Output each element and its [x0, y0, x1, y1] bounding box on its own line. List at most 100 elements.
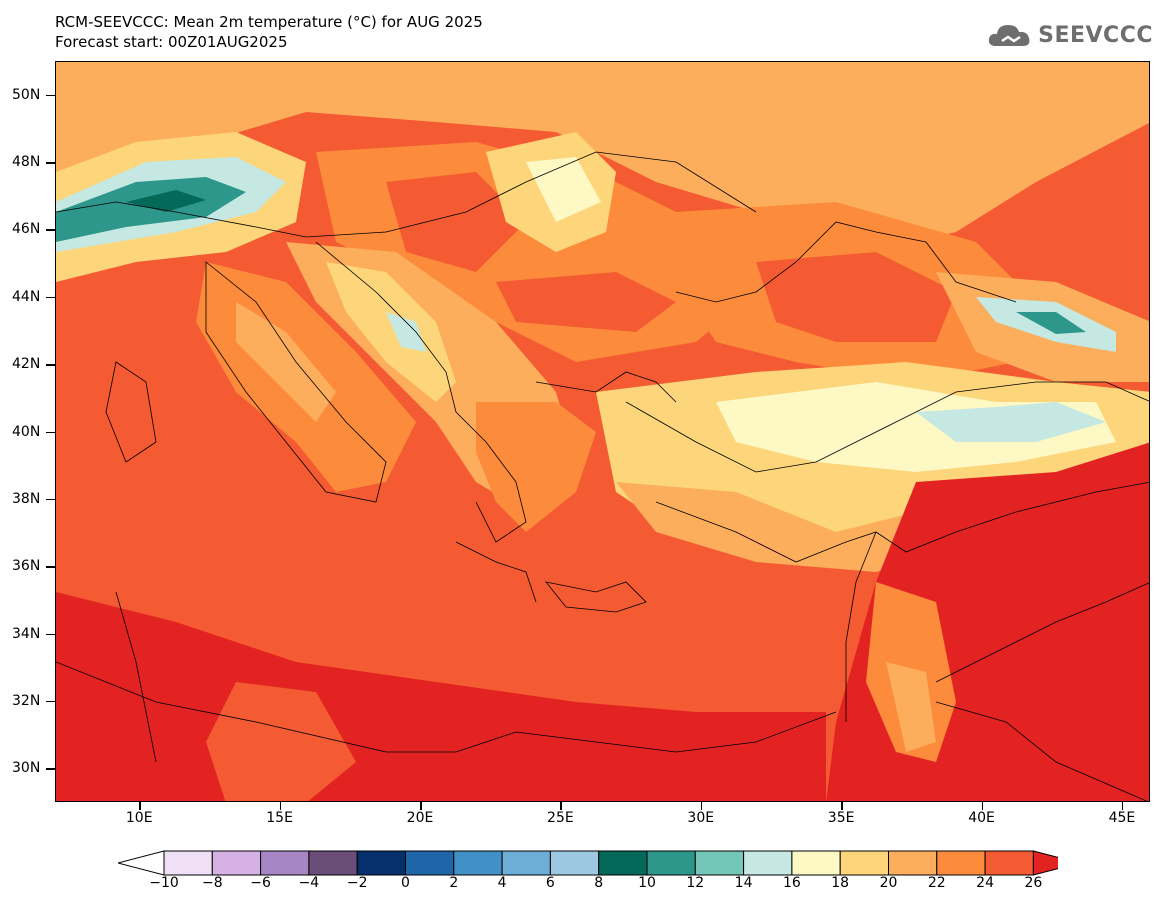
lat-label: 38N [12, 490, 41, 507]
colorbar-swatch [260, 850, 310, 876]
colorbar-swatch [743, 850, 793, 876]
lat-tick [46, 566, 55, 568]
lon-tick [1121, 802, 1124, 810]
anatolia-plateau [716, 382, 1116, 472]
colorbar-tick-label: 26 [1024, 875, 1043, 891]
colorbar-tick-label: 20 [879, 875, 898, 891]
colorbar-swatch [356, 850, 406, 876]
lon-tick [841, 802, 843, 810]
anatolia-cool [916, 402, 1106, 442]
romania-plain [496, 272, 676, 332]
colorbar-under-triangle [118, 850, 165, 876]
lon-tick [279, 802, 282, 810]
lat-tick [46, 498, 55, 501]
lat-label: 36N [12, 558, 41, 575]
colorbar-tick-label: −8 [201, 875, 223, 891]
lat-tick [46, 229, 55, 231]
colorbar-tick-label: 8 [594, 875, 604, 891]
colorbar-tick-label: 2 [449, 875, 459, 891]
cloud-icon [989, 25, 1030, 46]
carpathians-cool [526, 157, 601, 222]
lon-label: 25E [547, 810, 574, 826]
lat-tick [46, 364, 55, 366]
colorbar-swatch [211, 850, 262, 876]
lon-label: 20E [406, 810, 434, 826]
lon-tick [420, 802, 422, 810]
lon-label: 45E [1108, 810, 1136, 826]
libya-coast-warm [206, 682, 356, 801]
colorbar-swatch [405, 850, 455, 876]
colorbar-swatch [453, 850, 503, 876]
lon-tick [560, 802, 562, 810]
apennines [236, 302, 336, 422]
alps-cold [56, 177, 246, 242]
colorbar-tick-label: 10 [638, 875, 656, 891]
lon-label: 15E [266, 810, 293, 826]
lon-label: 10E [125, 810, 153, 826]
jordan-cooler [886, 662, 936, 752]
balkans-mountains [326, 262, 456, 402]
north-land-warm [56, 62, 1149, 252]
colorbar-tick-label: 14 [734, 875, 753, 891]
colorbar-swatch [501, 850, 551, 876]
lat-label: 46N [12, 221, 41, 238]
colorbar-tick-label: −2 [346, 875, 368, 891]
lat-tick [46, 768, 55, 770]
lon-tick [981, 802, 984, 810]
colorbar-tick-label: 0 [401, 875, 410, 891]
lat-label: 42N [12, 356, 41, 373]
temperature-field [56, 62, 1149, 801]
colorbar-swatch [791, 850, 841, 876]
colorbar-tick-label: 18 [831, 875, 850, 891]
colorbar-tick-label: −4 [298, 875, 320, 891]
lat-tick [46, 431, 55, 433]
alps-core [126, 190, 206, 212]
colorbar-swatch [598, 850, 648, 876]
dinaric-cool [386, 312, 426, 352]
lat-label: 48N [12, 154, 41, 171]
colorbar-swatch [549, 850, 600, 876]
colorbar-swatch [163, 850, 213, 876]
lon-tick [700, 802, 703, 810]
chart-subtitle: Forecast start: 00Z01AUG2025 [55, 33, 288, 51]
colorbar-tick-label: 22 [927, 875, 946, 891]
colorbar-tick-label: −6 [250, 875, 271, 891]
lat-label: 44N [12, 288, 41, 305]
logo-text: SEEVCCC [1038, 22, 1153, 48]
colorbar-tick-label: 16 [782, 875, 801, 891]
lat-label: 32N [12, 692, 41, 709]
black-sea-hot [756, 252, 956, 342]
hungary-plain [386, 172, 526, 272]
lat-label: 30N [12, 760, 41, 777]
colorbar-tick-label: 24 [976, 875, 995, 891]
colorbar [118, 850, 1058, 876]
lat-label: 34N [12, 625, 41, 642]
temperature-map [55, 61, 1150, 802]
lon-tick [139, 802, 141, 810]
colorbar-tick-label: 6 [545, 875, 555, 891]
colorbar-swatch [308, 850, 358, 876]
colorbar-swatch [936, 850, 986, 876]
lat-label: 40N [12, 423, 41, 440]
chart-title: RCM-SEEVCCC: Mean 2m temperature (°C) fo… [55, 13, 483, 31]
lat-tick [46, 700, 55, 703]
lon-label: 30E [687, 810, 715, 826]
title-block: RCM-SEEVCCC: Mean 2m temperature (°C) fo… [55, 12, 483, 52]
colorbar-tick-label: −10 [149, 875, 179, 891]
colorbar-swatch [984, 850, 1034, 876]
colorbar-over-triangle [1032, 850, 1058, 876]
country-borders [56, 151, 1149, 801]
colorbar-swatch [839, 850, 890, 876]
colorbar-swatch [694, 850, 745, 876]
colorbar-tick-label: 4 [497, 875, 507, 891]
lat-tick [46, 296, 55, 299]
caucasus-cold [1016, 312, 1086, 334]
lon-label: 35E [827, 810, 855, 826]
colorbar-tick-label: 12 [686, 875, 705, 891]
lat-tick [46, 162, 55, 164]
lat-tick [46, 94, 55, 97]
seevccc-logo: SEEVCCC [986, 20, 1153, 50]
colorbar-swatch [888, 850, 938, 876]
lat-label: 50N [12, 86, 41, 103]
lat-tick [46, 633, 55, 636]
